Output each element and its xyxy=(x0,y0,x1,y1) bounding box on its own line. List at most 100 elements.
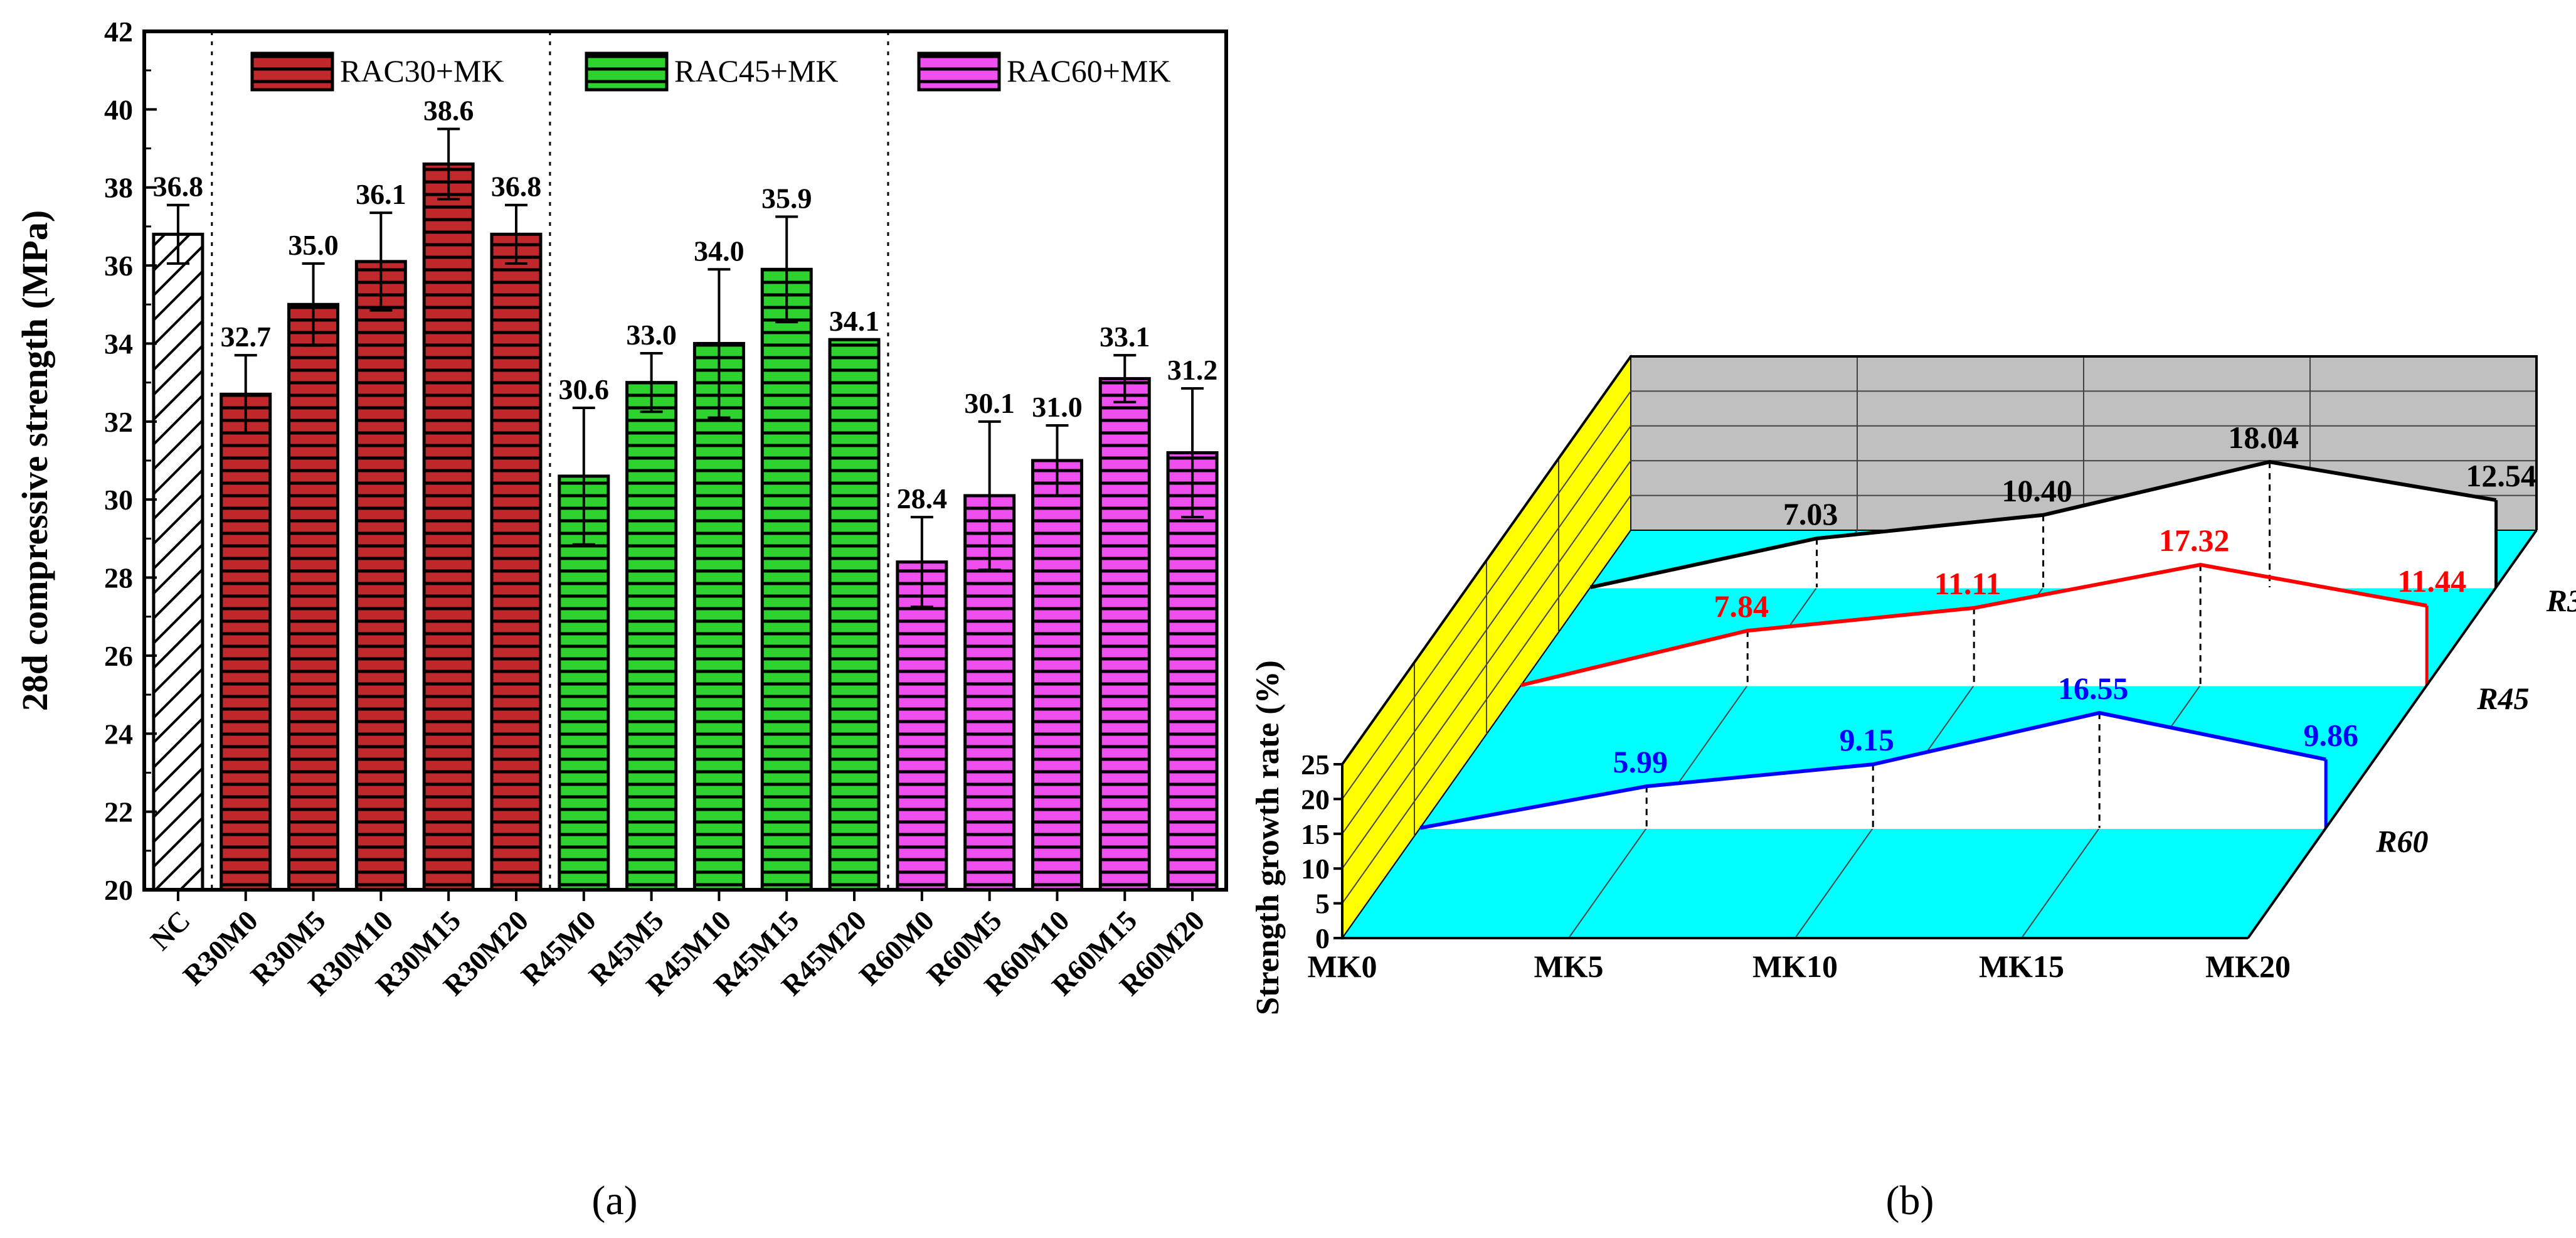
y-tick-label: 25 xyxy=(1301,749,1330,781)
value-label: 38.6 xyxy=(423,94,474,126)
value-label: 36.8 xyxy=(491,171,542,203)
value-label: 33.1 xyxy=(1100,321,1150,353)
x-tick-label: MK15 xyxy=(1979,949,2064,984)
value-label: 31.2 xyxy=(1167,354,1218,386)
depth-label: R45 xyxy=(2476,681,2529,716)
y-tick-label: 36 xyxy=(104,250,133,282)
value-label: 31.0 xyxy=(1032,391,1083,423)
depth-label: R30 xyxy=(2546,583,2576,618)
x-tick-label: MK5 xyxy=(1534,949,1603,984)
point-labels: 7.03 10.40 18.04 12.54 R30 7.84 11.11 17.32 11.4… xyxy=(1613,420,2576,858)
x-tick-label: R45M0 xyxy=(515,904,602,991)
bar-r45m5 xyxy=(625,381,678,892)
point-label: 16.55 xyxy=(2058,671,2129,706)
y-tick-label: 10 xyxy=(1301,853,1330,885)
x-tick-label: MK20 xyxy=(2205,949,2291,984)
value-label: 36.1 xyxy=(356,178,406,210)
y-tick-label: 34 xyxy=(104,328,133,360)
y-tick-label: 28 xyxy=(104,562,133,594)
point-label: 7.03 xyxy=(1783,496,1838,531)
value-label: 30.6 xyxy=(559,373,610,405)
bar-r30m15 xyxy=(422,162,475,892)
3d-line-chart-panel: 7.03 10.40 18.04 12.54 R30 7.84 11.11 17.32 11.4… xyxy=(1250,354,2576,1015)
value-label: 35.9 xyxy=(761,182,812,214)
value-label: 35.0 xyxy=(288,229,339,261)
y-tick-label: 20 xyxy=(104,874,133,906)
floor-gridline xyxy=(1568,530,1858,939)
x-tick-label: R60M0 xyxy=(853,904,940,991)
error-bars xyxy=(166,127,1204,609)
y-tick-label: 24 xyxy=(104,718,133,750)
bar-r30m10 xyxy=(354,260,407,892)
legend: RAC30+MK RAC45+MK RAC60+MK xyxy=(250,51,1171,92)
value-label: 34.0 xyxy=(694,235,745,267)
panel-label-b: (b) xyxy=(1886,1178,1934,1224)
y-tick-label: 20 xyxy=(1301,783,1330,815)
panel-label-a: (a) xyxy=(591,1178,637,1224)
value-label: 33.0 xyxy=(626,319,677,351)
y-axis-title: 28d compressive strength (MPa) xyxy=(14,210,55,711)
value-label: 34.1 xyxy=(829,305,880,337)
group-separators xyxy=(211,31,889,890)
legend-swatch xyxy=(585,51,669,92)
bar-r45m15 xyxy=(760,267,813,892)
y-tick-label: 32 xyxy=(104,406,133,438)
x-tick-label: MK10 xyxy=(1752,949,1838,984)
bar-chart-panel: 36.8 32.7 35.0 36.1 38.6 36.8 30.6 33.0 34.0 35.9… xyxy=(14,16,1228,1001)
point-label: 10.40 xyxy=(2001,473,2072,508)
series-line-r30 xyxy=(1589,460,2497,589)
legend-swatch xyxy=(917,51,1001,92)
y-tick-label: 38 xyxy=(104,172,133,204)
value-label: 32.7 xyxy=(220,321,271,353)
bar-r30m0 xyxy=(220,392,272,892)
legend-swatch xyxy=(250,51,334,92)
bar-r60m10 xyxy=(1031,459,1083,892)
value-labels: 36.8 32.7 35.0 36.1 38.6 36.8 30.6 33.0 34.0 35.9… xyxy=(153,94,1218,515)
y-tick-label: 5 xyxy=(1315,888,1330,920)
y-tick-label: 26 xyxy=(104,640,133,672)
legend-label: RAC45+MK xyxy=(674,53,839,88)
bar-nc xyxy=(152,232,204,892)
x-tick-label: MK0 xyxy=(1307,949,1377,984)
bar-series xyxy=(152,162,1219,892)
y-tick-label: 40 xyxy=(104,93,133,125)
x-axis-ticks: NCR30M0R30M5R30M10R30M15R30M20R45M0R45M5… xyxy=(144,890,1211,1001)
point-label: 9.15 xyxy=(1839,722,1894,757)
point-label: 9.86 xyxy=(2303,717,2358,752)
y-tick-label: 0 xyxy=(1315,922,1330,954)
y-axis-ticks: 20 22 24 26 28 30 32 34 36 38 40 42 xyxy=(104,16,157,906)
box-edge xyxy=(1341,355,2538,766)
x-tick-label: NC xyxy=(144,904,196,956)
y-tick-label: 30 xyxy=(104,484,133,516)
y-tick-label: 42 xyxy=(104,16,133,48)
bar-r30m20 xyxy=(490,232,543,892)
point-label: 5.99 xyxy=(1613,744,1668,779)
value-label: 28.4 xyxy=(897,483,948,515)
bar-r60m0 xyxy=(896,560,948,892)
point-label: 18.04 xyxy=(2228,420,2299,455)
point-label: 7.84 xyxy=(1714,589,1769,624)
value-label: 36.8 xyxy=(153,171,204,203)
bar-r45m20 xyxy=(828,338,881,892)
bar-r30m5 xyxy=(287,302,340,892)
point-label: 12.54 xyxy=(2466,458,2536,493)
series-line-r60 xyxy=(1419,711,2326,830)
point-label: 11.44 xyxy=(2397,563,2466,599)
legend-label: RAC30+MK xyxy=(340,53,504,88)
bar-r45m10 xyxy=(692,341,745,892)
y-tick-label: 22 xyxy=(104,796,133,828)
drop-lines xyxy=(1645,462,2271,828)
legend-label: RAC60+MK xyxy=(1007,53,1171,88)
value-label: 30.1 xyxy=(964,387,1015,419)
depth-axis xyxy=(2247,529,2538,939)
depth-label: R60 xyxy=(2375,824,2428,859)
series-line-r45 xyxy=(1520,563,2427,687)
y-axis-title: Strength growth rate (%) xyxy=(1250,660,1286,1015)
bar-r60m15 xyxy=(1098,376,1151,892)
x-tick-label: R30M0 xyxy=(177,904,264,991)
point-label: 17.32 xyxy=(2159,523,2230,558)
point-label: 11.11 xyxy=(1934,566,2001,601)
series-lines xyxy=(1419,460,2498,830)
